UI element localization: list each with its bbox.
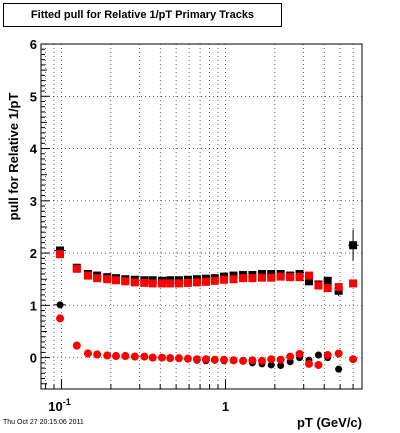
data-point <box>334 283 343 292</box>
y-tick-label: 4 <box>30 142 38 157</box>
axes: 0 1 2 3 4 5 6 10-1 1 <box>30 37 354 414</box>
data-point <box>140 278 149 287</box>
data-point <box>349 241 358 250</box>
data-point <box>210 276 219 285</box>
data-point <box>258 356 267 365</box>
data-point <box>121 352 130 361</box>
data-point <box>323 276 332 285</box>
data-points <box>53 229 359 373</box>
data-point <box>93 274 102 283</box>
data-series <box>53 229 359 373</box>
data-point <box>248 356 257 365</box>
data-point <box>323 284 332 293</box>
data-point <box>267 361 275 369</box>
data-point <box>148 279 157 288</box>
data-point <box>314 351 322 359</box>
y-tick-label: 3 <box>30 194 37 209</box>
y-tick-label: 6 <box>30 37 37 52</box>
data-point <box>304 271 313 280</box>
data-point <box>174 354 183 363</box>
plot-frame <box>40 43 363 390</box>
data-series <box>56 250 358 369</box>
data-point <box>258 273 267 282</box>
data-point <box>112 276 121 285</box>
data-point <box>276 272 285 281</box>
data-point <box>267 355 276 364</box>
data-point <box>229 356 238 365</box>
data-point <box>183 278 192 287</box>
data-point <box>239 356 248 365</box>
data-point <box>192 278 201 287</box>
data-point <box>121 277 130 286</box>
data-point <box>220 275 229 284</box>
data-point <box>148 353 157 362</box>
data-point <box>201 355 210 364</box>
data-point <box>174 279 183 288</box>
data-point <box>201 277 210 286</box>
x-tick-label: 10-1 <box>48 397 70 414</box>
data-point <box>140 352 149 361</box>
data-point <box>349 279 358 288</box>
data-point <box>166 354 175 363</box>
data-point <box>304 277 313 286</box>
y-tick-label: 0 <box>30 351 37 366</box>
data-point <box>220 355 229 364</box>
grid-lines <box>41 43 362 389</box>
y-tick-label: 2 <box>30 246 37 261</box>
data-point <box>93 350 102 359</box>
data-point <box>239 274 248 283</box>
data-point <box>286 352 295 361</box>
timestamp: Thu Oct 27 20:15:06 2011 <box>3 419 84 426</box>
data-point <box>314 281 323 290</box>
data-point <box>323 351 332 360</box>
data-point <box>112 352 121 361</box>
data-point <box>277 361 285 369</box>
data-point <box>229 275 238 284</box>
chart-title-box: Fitted pull for Relative 1/pT Primary Tr… <box>3 3 282 27</box>
data-point <box>130 278 139 287</box>
data-point <box>334 349 343 358</box>
data-point <box>314 360 323 369</box>
data-point <box>304 359 313 368</box>
data-point <box>72 264 81 273</box>
data-point <box>166 279 175 288</box>
data-point <box>56 314 65 323</box>
data-point <box>349 355 358 364</box>
data-point <box>295 273 304 282</box>
y-axis-label: pull for Relative 1/pT <box>6 93 21 221</box>
data-point <box>83 271 92 280</box>
y-tick-label: 1 <box>30 298 37 313</box>
data-point <box>276 355 285 364</box>
data-point <box>210 355 219 364</box>
data-point <box>286 273 295 282</box>
data-point <box>183 354 192 363</box>
data-point <box>157 279 166 288</box>
data-point <box>103 351 112 360</box>
data-point <box>83 349 92 358</box>
data-point <box>130 352 139 361</box>
data-point <box>267 273 276 282</box>
chart-title: Fitted pull for Relative 1/pT Primary Tr… <box>30 9 255 21</box>
data-point <box>248 274 257 283</box>
x-axis-label: pT (GeV/c) <box>297 415 362 430</box>
y-tick-label: 5 <box>30 89 37 104</box>
data-point <box>103 275 112 284</box>
data-point <box>56 250 65 259</box>
data-point <box>56 301 64 309</box>
data-point <box>72 341 81 350</box>
x-tick-label: 1 <box>222 399 229 414</box>
data-point <box>157 353 166 362</box>
data-point <box>295 349 304 358</box>
data-point <box>192 355 201 364</box>
data-point <box>335 365 343 373</box>
